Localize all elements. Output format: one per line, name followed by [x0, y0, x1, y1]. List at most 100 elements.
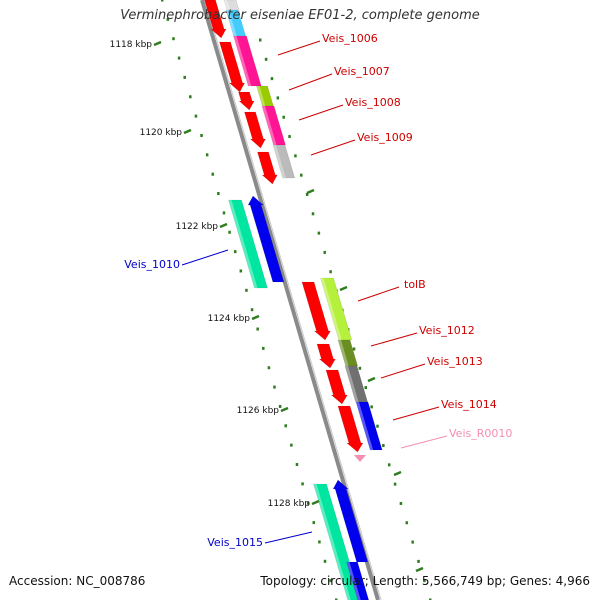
- outer-tick-dot: [317, 231, 321, 235]
- backbone-layer: [200, 0, 382, 601]
- inner-tick-dot: [273, 385, 276, 389]
- feature-label-veis-1010: Veis_1010: [124, 258, 180, 271]
- feature-block-veis-1009: [272, 144, 296, 179]
- outer-tick-dot: [323, 250, 326, 254]
- leader-line-veis-1012: [370, 332, 418, 347]
- outer-tick-dot: [329, 270, 332, 274]
- inner-tick-dot: [177, 56, 181, 60]
- inner-tick-dot: [166, 17, 170, 21]
- inner-tick-dot: [306, 501, 310, 505]
- outer-tick-dot: [305, 192, 309, 196]
- leader-line-veis-1007: [288, 73, 333, 91]
- feature-block-veis-1012: [337, 339, 359, 367]
- feature-block-veis-1008: [261, 105, 286, 146]
- inner-tick-dot: [256, 327, 259, 331]
- feature-block-veis-1010: [228, 199, 268, 289]
- scale-tick: [393, 470, 402, 477]
- scale-tick: [339, 285, 348, 292]
- scale-tick: [415, 566, 424, 573]
- leader-line-veis-1014: [392, 406, 440, 421]
- inner-tick-dot: [250, 308, 254, 312]
- leader-line-tolb: [357, 286, 400, 302]
- feature-block-veis-1014-shine: [356, 402, 374, 450]
- feature-labels-layer: Veis_1006 Veis_1007 Veis_1008 Veis_1009 Veis…: [124, 32, 512, 549]
- outer-tick-dot: [423, 579, 426, 583]
- outer-tick-dot: [364, 386, 368, 390]
- gene-arrow: [325, 369, 348, 405]
- scale-tick: [219, 222, 228, 229]
- scale-tick-label: 1118 kbp: [110, 40, 153, 50]
- gene-arrow: [316, 343, 336, 369]
- feature-block-shine: [346, 562, 361, 600]
- gene-arrow: [244, 111, 266, 149]
- outer-tick-dot: [311, 212, 315, 216]
- inner-tick-dot: [239, 269, 243, 273]
- outer-tick-dot: [300, 173, 303, 177]
- gene-arrow: [257, 151, 278, 185]
- outer-tick-dot: [352, 347, 356, 351]
- inner-tick-dot: [205, 153, 209, 157]
- leader-line-veis-1015: [264, 531, 313, 544]
- scale-tick-label: 1128 kbp: [268, 499, 311, 509]
- outer-tick-dot: [259, 38, 262, 42]
- outer-tick-dot: [405, 521, 409, 525]
- feature-label-veis-1012: Veis_1012: [419, 324, 475, 337]
- inner-tick-dot: [290, 443, 293, 447]
- feature-label-veis-1015: Veis_1015: [207, 536, 263, 549]
- map-title: Verminephrobacter eiseniae EF01-2, compl…: [120, 8, 480, 23]
- leader-line-veis-1010: [181, 249, 229, 266]
- outer-tick-dot: [270, 77, 274, 81]
- scale-tick-label: 1120 kbp: [140, 128, 183, 138]
- feature-block-veis-1006-shine: [233, 36, 252, 86]
- feature-label-veis-r0010: Veis_R0010: [449, 427, 512, 440]
- inner-tick-dot: [284, 424, 287, 428]
- accession-text: Accession: NC_008786: [9, 574, 146, 588]
- outer-tick-dot: [358, 366, 362, 370]
- inner-tick-dot: [194, 114, 198, 118]
- inner-tick-dot: [189, 95, 192, 99]
- gene-arrow: [337, 405, 364, 453]
- inner-tick-dot: [233, 250, 237, 254]
- feature-block-shine: [226, 10, 238, 38]
- outer-tick-dot: [393, 482, 397, 486]
- feature-label-tolb: tolB: [404, 278, 426, 291]
- inner-tick-dot: [267, 366, 271, 370]
- inner-tick-dot: [245, 288, 248, 292]
- feature-blocks-layer: [223, 0, 383, 601]
- inner-tick-dot: [172, 37, 175, 41]
- inner-tick-dot: [200, 133, 203, 137]
- scale-tick-label: 1122 kbp: [176, 222, 219, 232]
- inner-tick-dot: [228, 230, 231, 234]
- inner-tick-dot: [262, 346, 265, 350]
- feature-block-veis-1007-shine: [256, 86, 266, 106]
- leader-line-veis-r0010: [400, 435, 448, 449]
- inner-tick-dot: [222, 211, 226, 215]
- outer-tick-dot: [399, 501, 403, 505]
- feature-block-tolb: [320, 277, 353, 341]
- scale-tick: [306, 188, 315, 195]
- leader-line-veis-1013: [380, 363, 426, 379]
- outer-tick-dot: [288, 135, 291, 139]
- feature-block: [223, 0, 240, 13]
- leader-line-veis-1009: [310, 139, 356, 156]
- inner-tick-dot: [318, 540, 321, 544]
- feature-block-veis-1013-shine: [345, 366, 359, 402]
- outer-tick-dot: [294, 154, 297, 158]
- inner-tick-dot: [217, 192, 220, 196]
- scale-ticks-layer: 1118 kbp 1120 kbp 1122 kbp 1124 kbp 1126 kbp…: [110, 40, 424, 573]
- feature-label-veis-1009: Veis_1009: [357, 131, 413, 144]
- gene-arrow: [219, 41, 246, 93]
- gene-arrow: [204, 0, 227, 39]
- gene-arrows-layer: [204, 0, 369, 563]
- outer-tick-dot: [382, 444, 385, 448]
- scale-tick: [183, 128, 192, 135]
- feature-label-veis-1006: Veis_1006: [322, 32, 378, 45]
- leader-line-veis-1008: [298, 104, 344, 121]
- feature-block-tolb-shine: [320, 278, 342, 340]
- inner-tick-dot: [301, 482, 304, 486]
- outer-tick-dot: [376, 424, 379, 428]
- outer-tick-dot: [370, 405, 373, 409]
- feature-block-veis-1010-shine: [228, 200, 258, 288]
- gene-arrow: [238, 91, 255, 111]
